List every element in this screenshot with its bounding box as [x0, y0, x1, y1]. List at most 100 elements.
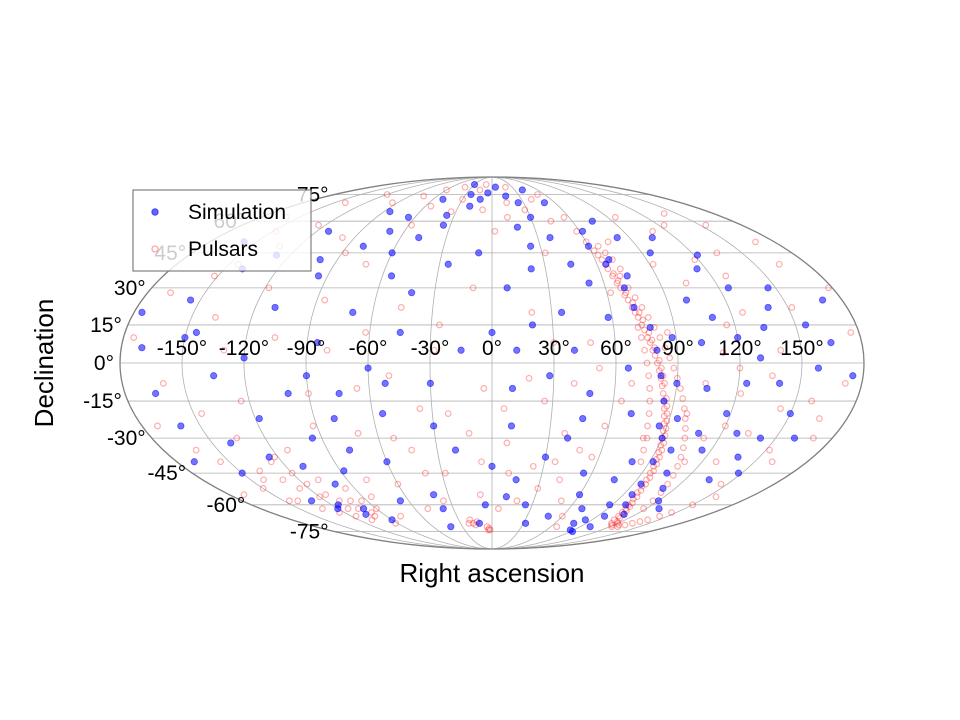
pulsar-point: [397, 304, 405, 311]
pulsar-point: [621, 521, 629, 529]
pulsar-point: [816, 415, 823, 422]
pulsar-point: [260, 476, 267, 484]
simulation-point: [299, 462, 307, 470]
pulsar-point: [598, 256, 606, 264]
simulation-point: [470, 180, 479, 189]
pulsar-point: [587, 339, 594, 347]
simulation-point: [383, 458, 391, 466]
pulsar-point: [682, 279, 690, 287]
simulation-point: [439, 505, 447, 513]
pulsar-point: [316, 493, 324, 501]
pulsar-point: [212, 314, 219, 321]
simulation-point: [546, 234, 554, 242]
simulation-point: [734, 469, 743, 477]
pulsar-point: [607, 289, 615, 297]
pulsar-point: [233, 434, 241, 442]
simulation-point: [265, 453, 273, 461]
pulsar-point: [736, 364, 744, 372]
simulation-point: [657, 372, 665, 380]
simulation-point: [546, 372, 554, 380]
simulation-point: [240, 354, 248, 362]
simulation-point: [379, 409, 387, 418]
simulation-point: [518, 186, 526, 194]
simulation-point: [271, 303, 279, 312]
pulsar-point: [663, 417, 671, 425]
pulsar-point: [766, 446, 773, 454]
legend-label-simulation: Simulation: [188, 201, 286, 224]
pulsar-point: [610, 516, 618, 524]
pulsar-point: [521, 206, 529, 214]
simulation-point: [521, 501, 530, 509]
pulsar-point: [353, 385, 361, 392]
pulsar-point: [683, 410, 691, 417]
pulsar-point: [240, 491, 248, 499]
pulsar-point: [424, 505, 432, 513]
pulsar-point: [670, 364, 678, 372]
pulsar-point: [469, 284, 477, 292]
pulsar-point: [608, 523, 616, 531]
simulation-point: [314, 272, 323, 280]
pulsar-point: [646, 474, 654, 481]
pulsar-point: [613, 279, 621, 287]
pulsar-point: [573, 227, 581, 235]
simulation-point: [415, 234, 423, 242]
simulation-point: [451, 446, 460, 454]
simulation-point: [575, 491, 584, 499]
simulation-point: [620, 510, 628, 518]
pulsar-point: [669, 471, 677, 479]
pulsar-point: [576, 446, 584, 454]
pulsar-point: [344, 505, 352, 513]
simulation-point: [386, 227, 394, 235]
pulsar-point: [495, 505, 502, 513]
simulation-point: [786, 409, 794, 418]
pulsar-point: [459, 195, 466, 203]
pulsar-point: [500, 405, 508, 413]
pulsar-point: [513, 497, 521, 505]
simulation-point: [660, 397, 668, 405]
pulsar-point: [265, 284, 273, 292]
simulation-point: [503, 284, 511, 292]
pulsar-point: [339, 234, 346, 242]
pulsar-point: [482, 181, 490, 188]
simulation-point: [340, 467, 348, 475]
simulation-point: [359, 505, 368, 513]
pulsar-point: [641, 346, 648, 354]
pulsar-point: [689, 501, 697, 509]
pulsar-point: [644, 516, 651, 524]
simulation-point: [508, 384, 517, 393]
simulation-point: [526, 213, 535, 221]
x-tick-labels: -150° -120° -90° -60° -30° 0° 30° 60° 90° 120° 150…: [157, 337, 824, 360]
simulation-point: [331, 480, 339, 488]
simulation-point: [255, 414, 263, 423]
pulsar-point: [596, 364, 603, 372]
pulsar-point: [634, 314, 642, 321]
pulsar-point: [590, 247, 598, 255]
x-axis-label: Right ascension: [400, 558, 585, 588]
x-tick-label: 120°: [718, 337, 761, 360]
pulsar-point: [655, 449, 663, 456]
simulation-point: [192, 328, 200, 337]
simulation-point: [646, 249, 654, 257]
pulsar-point: [700, 434, 708, 442]
simulation-point: [604, 313, 612, 321]
pulsar-point: [610, 270, 617, 277]
simulation-point: [693, 265, 701, 273]
simulation-point: [585, 279, 593, 287]
simulation-point: [579, 414, 587, 423]
simulation-point: [502, 493, 510, 501]
simulation-point: [387, 272, 396, 280]
pulsar-point: [645, 410, 653, 417]
simulation-point: [507, 422, 516, 430]
pulsar-point: [621, 291, 629, 299]
pulsar-point: [677, 453, 685, 461]
simulation-point: [334, 501, 342, 509]
pulsar-point: [637, 487, 645, 494]
pulsar-point: [305, 390, 312, 397]
simulation-point: [648, 234, 656, 242]
simulation-point: [475, 249, 483, 257]
simulation-point: [335, 389, 343, 398]
pulsar-point: [666, 354, 674, 362]
pulsar-point: [662, 425, 670, 432]
pulsar-point: [385, 372, 393, 380]
pulsar-point: [658, 446, 666, 454]
